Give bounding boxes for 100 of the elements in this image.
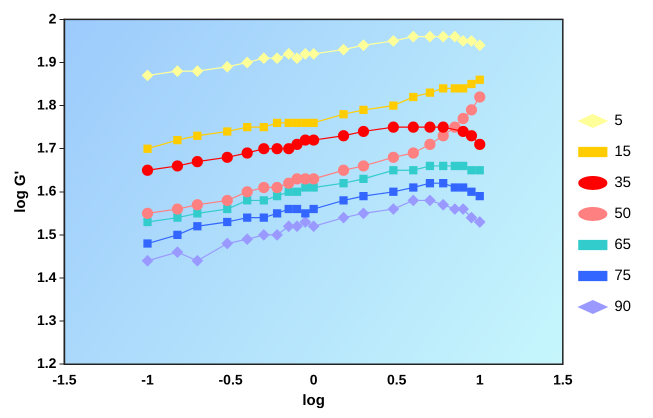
point [142,255,154,266]
point [466,35,478,47]
y-tick-label: 2 [48,10,57,26]
point [243,123,252,132]
point [388,152,399,163]
point [338,212,350,224]
point [449,31,460,42]
point [458,35,469,47]
point [300,48,311,60]
point [476,166,484,174]
point [291,52,303,64]
point [408,194,419,206]
point [474,138,486,150]
point [449,203,460,215]
point [283,143,294,154]
point [310,118,318,127]
point [459,162,468,170]
point [466,104,478,116]
point [242,147,253,159]
point [339,110,348,118]
point [172,160,184,172]
point [474,91,486,103]
y-tick-label: 1.7 [36,140,57,156]
point [242,234,253,245]
point [172,203,184,215]
point [310,183,318,192]
point [338,164,350,176]
point [458,203,469,215]
point [284,188,293,196]
point [222,194,233,206]
legend-label: 5 [614,112,623,130]
point [308,220,320,232]
point [308,173,320,184]
point [438,199,449,210]
point [192,66,203,77]
point [389,188,398,196]
legend-label: 50 [614,205,632,222]
point [242,186,253,198]
x-tick-label: 0 [310,371,318,388]
legend-label: 35 [614,174,632,192]
point [439,84,448,92]
point [359,106,368,114]
point [409,183,418,192]
y-tick-label: 1.9 [36,53,57,70]
point [300,216,311,228]
point [222,152,233,163]
point [409,166,418,174]
point [308,134,320,146]
point [260,123,268,132]
point [358,126,370,138]
point [466,212,478,224]
point [339,196,348,205]
point [426,179,434,188]
point [142,164,154,176]
point [192,156,203,168]
point [173,230,182,240]
point [142,208,154,219]
point [358,208,370,219]
legend-label: 65 [614,236,632,254]
point [260,214,268,222]
point [466,130,478,142]
point [424,138,436,150]
point [439,179,448,188]
point [450,183,459,192]
point [408,31,419,42]
point [310,204,318,214]
point [258,143,270,154]
x-axis-title: log [302,392,325,410]
point [450,162,459,170]
point [173,136,182,144]
point [388,203,399,215]
x-tick-label: -0.5 [218,371,243,388]
legend-label: 15 [614,143,632,160]
point [223,204,232,214]
point [223,218,232,226]
point [467,188,476,196]
point [243,214,252,222]
point [338,130,350,142]
y-tick-label: 1.8 [36,96,57,112]
point [388,35,399,47]
point [143,144,152,153]
point [260,196,268,205]
point [271,52,283,64]
point [143,239,152,248]
point [284,118,293,127]
point [459,183,468,192]
legend-label: 90 [614,298,632,316]
x-tick-label: 1.5 [553,371,573,388]
point [283,220,294,232]
point [242,56,253,68]
point [292,188,302,196]
point [243,196,252,205]
x-tick-label: -1 [141,371,154,388]
x-tick-label: -1.5 [52,371,77,388]
point [388,122,399,133]
point [474,216,486,228]
point [172,246,184,258]
point [476,76,484,84]
point [173,214,182,222]
point [292,118,302,127]
